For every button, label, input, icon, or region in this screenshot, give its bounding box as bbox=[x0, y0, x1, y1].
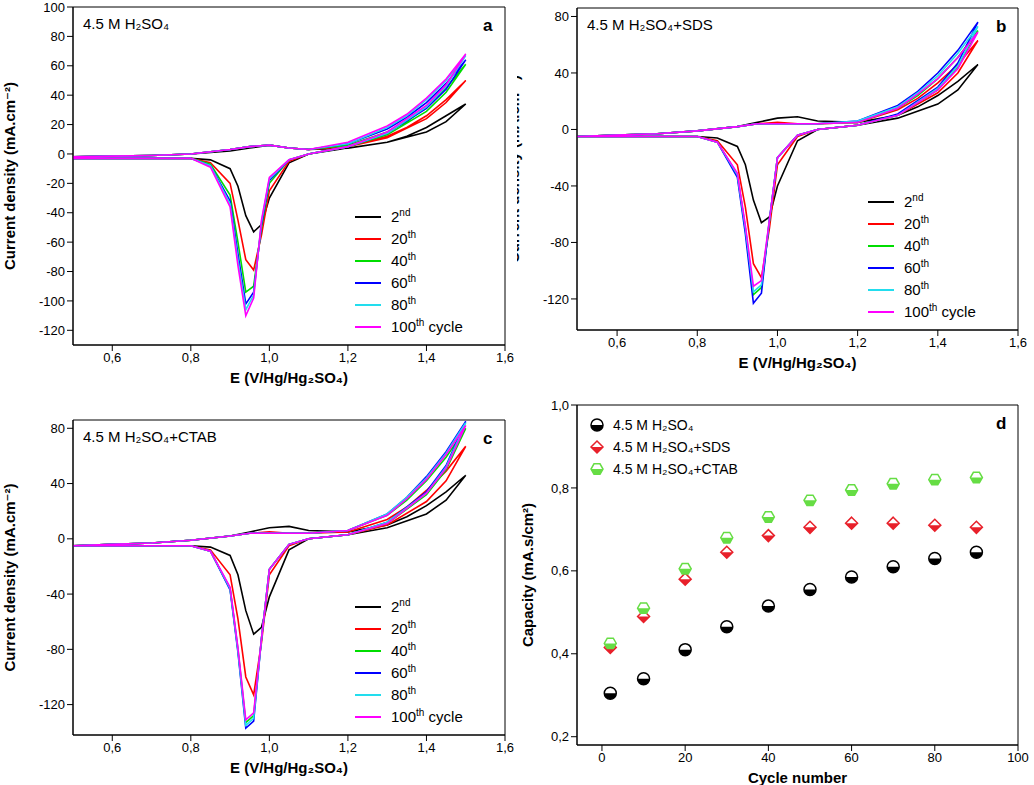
svg-text:100: 100 bbox=[1007, 750, 1026, 765]
svg-text:1,2: 1,2 bbox=[339, 740, 357, 755]
svg-text:2nd: 2nd bbox=[904, 192, 923, 210]
svg-text:E (V/Hg/Hg₂SO₄): E (V/Hg/Hg₂SO₄) bbox=[230, 759, 348, 776]
svg-text:80: 80 bbox=[51, 421, 65, 436]
svg-text:4.5 M H₂SO₄+CTAB: 4.5 M H₂SO₄+CTAB bbox=[613, 461, 738, 477]
svg-text:60th: 60th bbox=[904, 258, 929, 276]
svg-text:1,4: 1,4 bbox=[929, 335, 947, 350]
svg-text:1,6: 1,6 bbox=[496, 350, 514, 365]
svg-text:Current density (mA.cm⁻²): Current density (mA.cm⁻²) bbox=[8, 484, 18, 672]
svg-text:-100: -100 bbox=[39, 294, 65, 309]
svg-text:60th: 60th bbox=[391, 273, 416, 291]
svg-text:d: d bbox=[996, 414, 1006, 433]
svg-text:80: 80 bbox=[51, 29, 65, 44]
svg-text:-40: -40 bbox=[550, 179, 569, 194]
svg-text:40: 40 bbox=[51, 88, 65, 103]
svg-text:4.5 M H₂SO₄: 4.5 M H₂SO₄ bbox=[613, 417, 694, 433]
svg-text:0,8: 0,8 bbox=[551, 481, 569, 496]
svg-text:1,0: 1,0 bbox=[551, 398, 569, 413]
svg-text:1,0: 1,0 bbox=[260, 350, 278, 365]
svg-text:0,8: 0,8 bbox=[688, 335, 706, 350]
svg-text:0,4: 0,4 bbox=[551, 646, 569, 661]
svg-text:0,6: 0,6 bbox=[103, 740, 121, 755]
svg-text:0,6: 0,6 bbox=[551, 563, 569, 578]
svg-text:-120: -120 bbox=[39, 697, 65, 712]
svg-text:40: 40 bbox=[555, 66, 569, 81]
svg-text:0,2: 0,2 bbox=[551, 729, 569, 744]
svg-text:80th: 80th bbox=[904, 280, 929, 298]
svg-text:0: 0 bbox=[598, 750, 605, 765]
svg-text:0,6: 0,6 bbox=[608, 335, 626, 350]
svg-text:40: 40 bbox=[761, 750, 775, 765]
svg-text:20th: 20th bbox=[391, 229, 416, 247]
svg-text:1,6: 1,6 bbox=[496, 740, 514, 755]
svg-text:0: 0 bbox=[562, 122, 569, 137]
svg-text:c: c bbox=[483, 429, 492, 448]
svg-text:2nd: 2nd bbox=[391, 207, 410, 225]
svg-text:0: 0 bbox=[58, 147, 65, 162]
svg-text:Capacity (mA.s/cm²): Capacity (mA.s/cm²) bbox=[519, 503, 536, 647]
svg-text:1,6: 1,6 bbox=[1009, 335, 1026, 350]
svg-text:20th: 20th bbox=[904, 214, 929, 232]
svg-text:-40: -40 bbox=[46, 205, 65, 220]
svg-text:-80: -80 bbox=[46, 264, 65, 279]
svg-text:Current density (mA.cm⁻²): Current density (mA.cm⁻²) bbox=[8, 82, 18, 270]
svg-text:0,6: 0,6 bbox=[103, 350, 121, 365]
svg-text:20: 20 bbox=[678, 750, 692, 765]
svg-text:4.5 M H₂SO₄+SDS: 4.5 M H₂SO₄+SDS bbox=[613, 439, 730, 455]
svg-text:20th: 20th bbox=[391, 619, 416, 637]
svg-text:80th: 80th bbox=[391, 685, 416, 703]
svg-text:E (V/Hg/Hg₂SO₄): E (V/Hg/Hg₂SO₄) bbox=[739, 354, 857, 371]
svg-text:100: 100 bbox=[43, 0, 65, 15]
svg-text:4.5 M H₂SO₄+SDS: 4.5 M H₂SO₄+SDS bbox=[587, 16, 713, 33]
svg-text:40th: 40th bbox=[904, 236, 929, 254]
svg-text:1,2: 1,2 bbox=[849, 335, 867, 350]
svg-text:60: 60 bbox=[844, 750, 858, 765]
svg-text:2nd: 2nd bbox=[391, 597, 410, 615]
svg-text:Cycle number: Cycle number bbox=[748, 769, 847, 785]
svg-text:0,8: 0,8 bbox=[182, 350, 200, 365]
svg-text:100th cycle: 100th cycle bbox=[904, 302, 976, 320]
svg-text:-120: -120 bbox=[39, 323, 65, 338]
svg-text:0,8: 0,8 bbox=[182, 740, 200, 755]
svg-text:-60: -60 bbox=[46, 235, 65, 250]
svg-text:100th cycle: 100th cycle bbox=[391, 707, 463, 725]
svg-text:80th: 80th bbox=[391, 295, 416, 313]
svg-text:1,4: 1,4 bbox=[417, 350, 435, 365]
svg-text:4.5 M H₂SO₄+CTAB: 4.5 M H₂SO₄+CTAB bbox=[83, 428, 217, 445]
svg-text:-80: -80 bbox=[550, 235, 569, 250]
svg-text:40th: 40th bbox=[391, 641, 416, 659]
svg-text:1,4: 1,4 bbox=[417, 740, 435, 755]
svg-text:40: 40 bbox=[51, 476, 65, 491]
svg-text:40th: 40th bbox=[391, 251, 416, 269]
svg-text:b: b bbox=[996, 17, 1006, 36]
svg-text:80: 80 bbox=[928, 750, 942, 765]
svg-text:Current density (mA.cm⁻²): Current density (mA.cm⁻²) bbox=[517, 75, 522, 263]
svg-text:1,0: 1,0 bbox=[260, 740, 278, 755]
svg-text:100th cycle: 100th cycle bbox=[391, 317, 463, 335]
svg-text:4.5 M H₂SO₄: 4.5 M H₂SO₄ bbox=[83, 15, 169, 32]
svg-text:-120: -120 bbox=[543, 292, 569, 307]
svg-text:60: 60 bbox=[51, 58, 65, 73]
svg-text:1,2: 1,2 bbox=[339, 350, 357, 365]
svg-text:E (V/Hg/Hg₂SO₄): E (V/Hg/Hg₂SO₄) bbox=[230, 369, 348, 386]
svg-text:-20: -20 bbox=[46, 176, 65, 191]
svg-text:-80: -80 bbox=[46, 642, 65, 657]
svg-text:60th: 60th bbox=[391, 663, 416, 681]
svg-text:a: a bbox=[483, 16, 493, 35]
svg-text:-40: -40 bbox=[46, 587, 65, 602]
svg-text:80: 80 bbox=[555, 9, 569, 24]
svg-text:1,0: 1,0 bbox=[768, 335, 786, 350]
svg-text:0: 0 bbox=[58, 531, 65, 546]
svg-text:20: 20 bbox=[51, 117, 65, 132]
